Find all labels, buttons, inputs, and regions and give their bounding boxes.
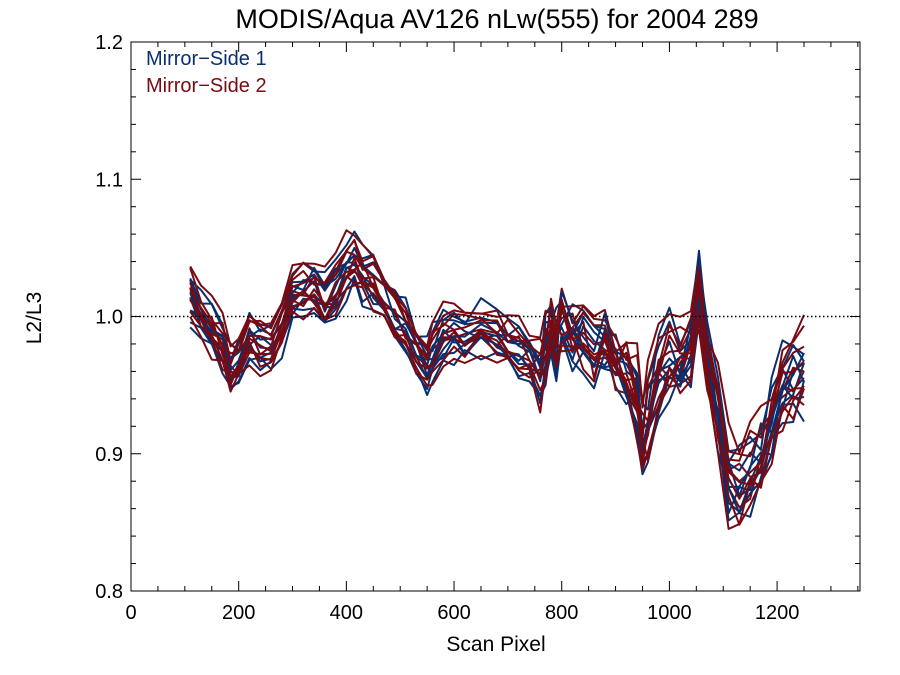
legend: Mirror−Side 1 Mirror−Side 2 <box>146 48 267 97</box>
x-tick-label: 200 <box>222 602 255 624</box>
x-tick-label: 600 <box>437 602 470 624</box>
y-tick-label: 1.2 <box>95 32 123 54</box>
series-line-ms2 <box>189 250 805 486</box>
x-tick-labels: 0 200 400 600 800 1000 1200 <box>125 602 799 624</box>
x-tick-label: 0 <box>125 602 136 624</box>
x-tick-label: 400 <box>330 602 363 624</box>
y-tick-label: 1.0 <box>95 307 123 329</box>
x-tick-label: 800 <box>545 602 578 624</box>
x-tick-label: 1200 <box>755 602 800 624</box>
x-axis-label: Scan Pixel <box>446 633 545 656</box>
legend-entry-ms2: Mirror−Side 2 <box>146 75 267 97</box>
legend-entry-ms1: Mirror−Side 1 <box>146 48 267 70</box>
y-tick-label: 0.8 <box>95 581 123 603</box>
series-layer <box>189 229 805 530</box>
series-line-ms2 <box>189 284 805 530</box>
y-tick-label: 0.9 <box>95 444 123 466</box>
chart-title: MODIS/Aqua AV126 nLw(555) for 2004 289 <box>235 4 758 34</box>
y-axis-label: L2/L3 <box>23 292 46 345</box>
y-tick-labels: 0.8 0.9 1.0 1.1 1.2 <box>95 32 123 603</box>
plot-frame <box>130 41 861 592</box>
y-tick-label: 1.1 <box>95 169 123 191</box>
axis-ticks <box>130 41 860 592</box>
series-line-ms2 <box>189 238 805 458</box>
x-tick-label: 1000 <box>647 602 692 624</box>
